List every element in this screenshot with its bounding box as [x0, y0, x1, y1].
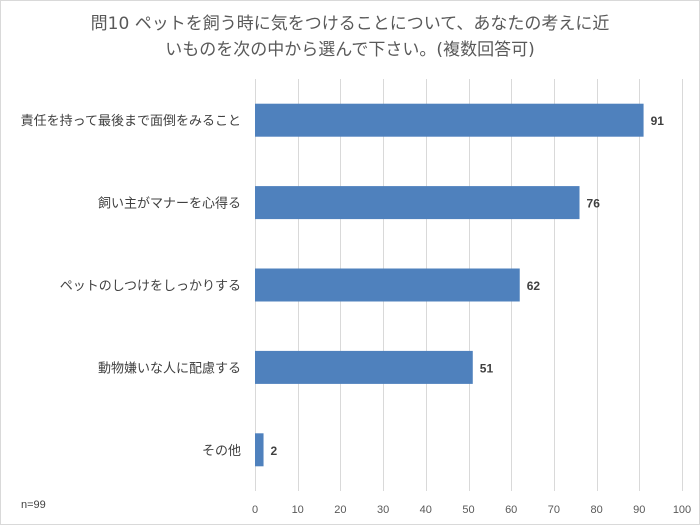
bar-0	[255, 103, 644, 137]
sample-size-note: n=99	[21, 499, 46, 511]
bar-1	[255, 186, 580, 220]
category-label-0: 責任を持って最後まで面倒をみること	[21, 114, 241, 129]
bar-2	[255, 268, 520, 302]
data-label-4: 2	[271, 444, 278, 458]
data-label-2: 62	[527, 279, 541, 293]
category-label-2: ペットのしつけをしっかりする	[60, 279, 241, 294]
category-label-1: 飼い主がマナーを心得る	[98, 196, 241, 212]
x-tick-label-7: 70	[548, 504, 560, 516]
data-label-3: 51	[480, 361, 494, 375]
chart-title-line-2: いものを次の中から選んで下さい。(複数回答可)	[165, 40, 535, 60]
x-tick-label-9: 90	[633, 504, 645, 516]
x-tick-label-8: 80	[590, 504, 602, 516]
bar-3	[255, 350, 473, 384]
x-tick-label-0: 0	[252, 504, 258, 516]
x-tick-label-4: 40	[420, 504, 432, 516]
x-tick-label-10: 100	[673, 504, 691, 516]
category-label-4: その他	[202, 444, 241, 459]
data-label-0: 91	[651, 114, 665, 128]
x-tick-label-6: 60	[505, 504, 517, 516]
data-label-1: 76	[587, 197, 601, 211]
x-tick-label-2: 20	[334, 504, 346, 516]
x-tick-label-1: 10	[292, 504, 304, 516]
chart-title: 問10 ペットを飼う時に気をつけることについて、あなたの考えに近 いものを次の中…	[21, 11, 679, 63]
x-tick-label-3: 30	[377, 504, 389, 516]
category-label-3: 動物嫌いな人に配慮する	[98, 361, 241, 376]
x-tick-label-5: 50	[462, 504, 474, 516]
chart-title-line-1: 問10 ペットを飼う時に気をつけることについて、あなたの考えに近	[90, 14, 610, 34]
bar-4	[255, 433, 264, 467]
